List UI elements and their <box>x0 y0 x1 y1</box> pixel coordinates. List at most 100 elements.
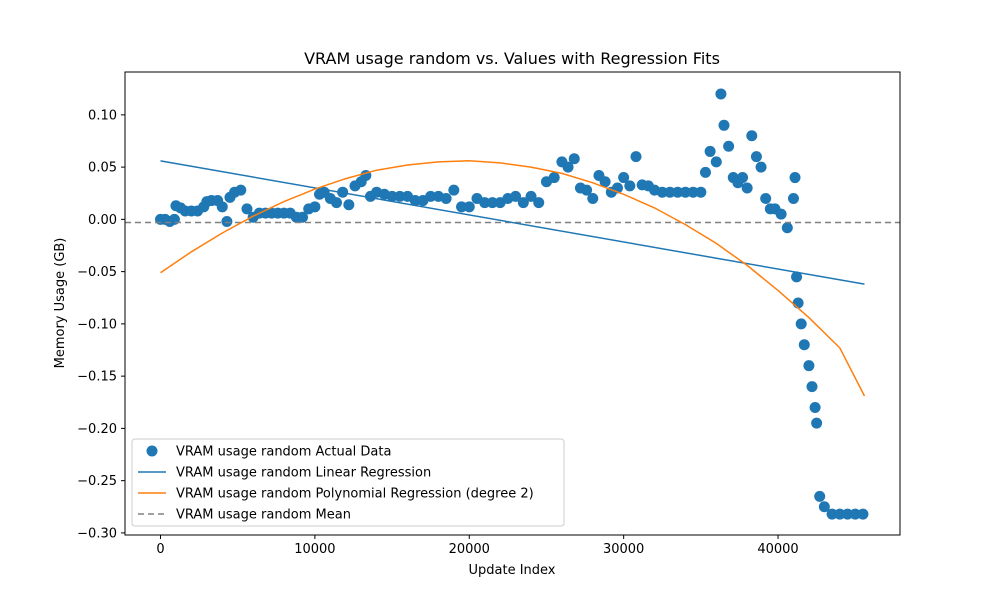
y-tick-label: 0.05 <box>88 161 117 176</box>
x-axis: 0 10000 20000 30000 40000 <box>156 535 799 557</box>
plot-area <box>125 88 900 520</box>
data-point <box>221 215 233 227</box>
data-point <box>750 151 762 163</box>
data-point <box>581 184 593 196</box>
data-point <box>787 192 799 204</box>
y-axis-label: Memory Usage (GB) <box>53 238 68 369</box>
data-point <box>818 501 830 513</box>
y-tick-label: −0.25 <box>77 474 117 489</box>
legend-swatch <box>146 445 158 457</box>
data-point <box>718 119 730 131</box>
chart-title: VRAM usage random vs. Values with Regres… <box>304 49 720 68</box>
data-point <box>463 201 475 213</box>
y-tick-label: −0.10 <box>77 317 117 332</box>
data-point <box>309 201 321 213</box>
data-point <box>486 197 498 209</box>
data-point <box>679 186 691 198</box>
data-point <box>803 360 815 372</box>
axes-frame <box>124 71 901 536</box>
data-point <box>624 180 636 192</box>
data-point <box>409 195 421 207</box>
data-point <box>587 192 599 204</box>
data-point <box>241 203 253 215</box>
x-tick-label: 40000 <box>757 542 798 557</box>
x-tick-label: 10000 <box>294 542 335 557</box>
data-point <box>781 222 793 234</box>
data-point <box>456 201 468 213</box>
polynomial-regression-line <box>160 160 866 397</box>
data-point <box>479 197 491 209</box>
data-point <box>533 197 545 209</box>
legend-box <box>131 438 565 527</box>
data-point <box>775 208 787 220</box>
legend-label: VRAM usage random Linear Regression <box>176 466 431 481</box>
data-point <box>760 192 772 204</box>
data-point <box>618 172 630 184</box>
data-point <box>664 186 676 198</box>
data-point <box>789 172 801 184</box>
data-point <box>723 140 735 152</box>
data-point <box>386 190 398 202</box>
legend-label: VRAM usage random Polynomial Regression … <box>176 487 534 502</box>
x-axis-label: Update Index <box>468 563 555 578</box>
data-point <box>798 339 810 351</box>
data-point <box>599 176 611 188</box>
data-point <box>216 201 228 213</box>
legend-label: VRAM usage random Mean <box>176 508 351 523</box>
x-tick-label: 30000 <box>603 542 644 557</box>
data-point <box>795 318 807 330</box>
legend: VRAM usage random Actual Data VRAM usage … <box>131 438 565 527</box>
y-axis: 0.10 0.05 0.00 −0.05 −0.10 −0.15 −0.20 −0.25 −0.… <box>77 108 125 541</box>
data-point <box>710 156 722 168</box>
data-point <box>440 192 452 204</box>
data-point <box>699 166 711 178</box>
y-tick-label: −0.30 <box>77 526 117 541</box>
data-point <box>687 186 699 198</box>
data-point <box>630 151 642 163</box>
data-point <box>834 508 846 520</box>
data-point <box>791 271 803 283</box>
data-point <box>811 417 823 429</box>
data-point <box>562 161 574 173</box>
data-point <box>849 508 861 520</box>
data-point <box>672 186 684 198</box>
data-point <box>806 381 818 393</box>
data-point <box>525 190 537 202</box>
data-point <box>394 190 406 202</box>
data-point <box>809 401 821 413</box>
x-tick-label: 0 <box>156 542 164 557</box>
linear-regression-line <box>160 160 865 285</box>
data-point <box>741 182 753 194</box>
data-point <box>737 172 749 184</box>
data-point <box>331 197 343 209</box>
data-point <box>656 186 668 198</box>
data-point <box>842 508 854 520</box>
y-tick-label: −0.05 <box>77 265 117 280</box>
data-point <box>510 190 522 202</box>
data-point <box>517 197 529 209</box>
data-point <box>715 88 727 100</box>
data-point <box>755 161 767 173</box>
data-point <box>297 211 309 223</box>
data-point <box>826 508 838 520</box>
legend-label: VRAM usage random Actual Data <box>176 445 391 460</box>
x-tick-label: 20000 <box>449 542 490 557</box>
data-point <box>343 199 355 211</box>
y-tick-label: −0.20 <box>77 422 117 437</box>
data-point <box>857 508 869 520</box>
data-point <box>746 130 758 142</box>
data-point <box>704 145 716 157</box>
data-point <box>814 490 826 502</box>
data-point <box>425 190 437 202</box>
data-point <box>448 184 460 196</box>
data-point <box>548 172 560 184</box>
data-point <box>235 184 247 196</box>
data-point <box>568 153 580 165</box>
data-point <box>695 186 707 198</box>
y-tick-label: 0.10 <box>88 108 117 123</box>
y-tick-label: −0.15 <box>77 370 117 385</box>
data-point <box>792 297 804 309</box>
y-tick-label: 0.00 <box>88 213 117 228</box>
